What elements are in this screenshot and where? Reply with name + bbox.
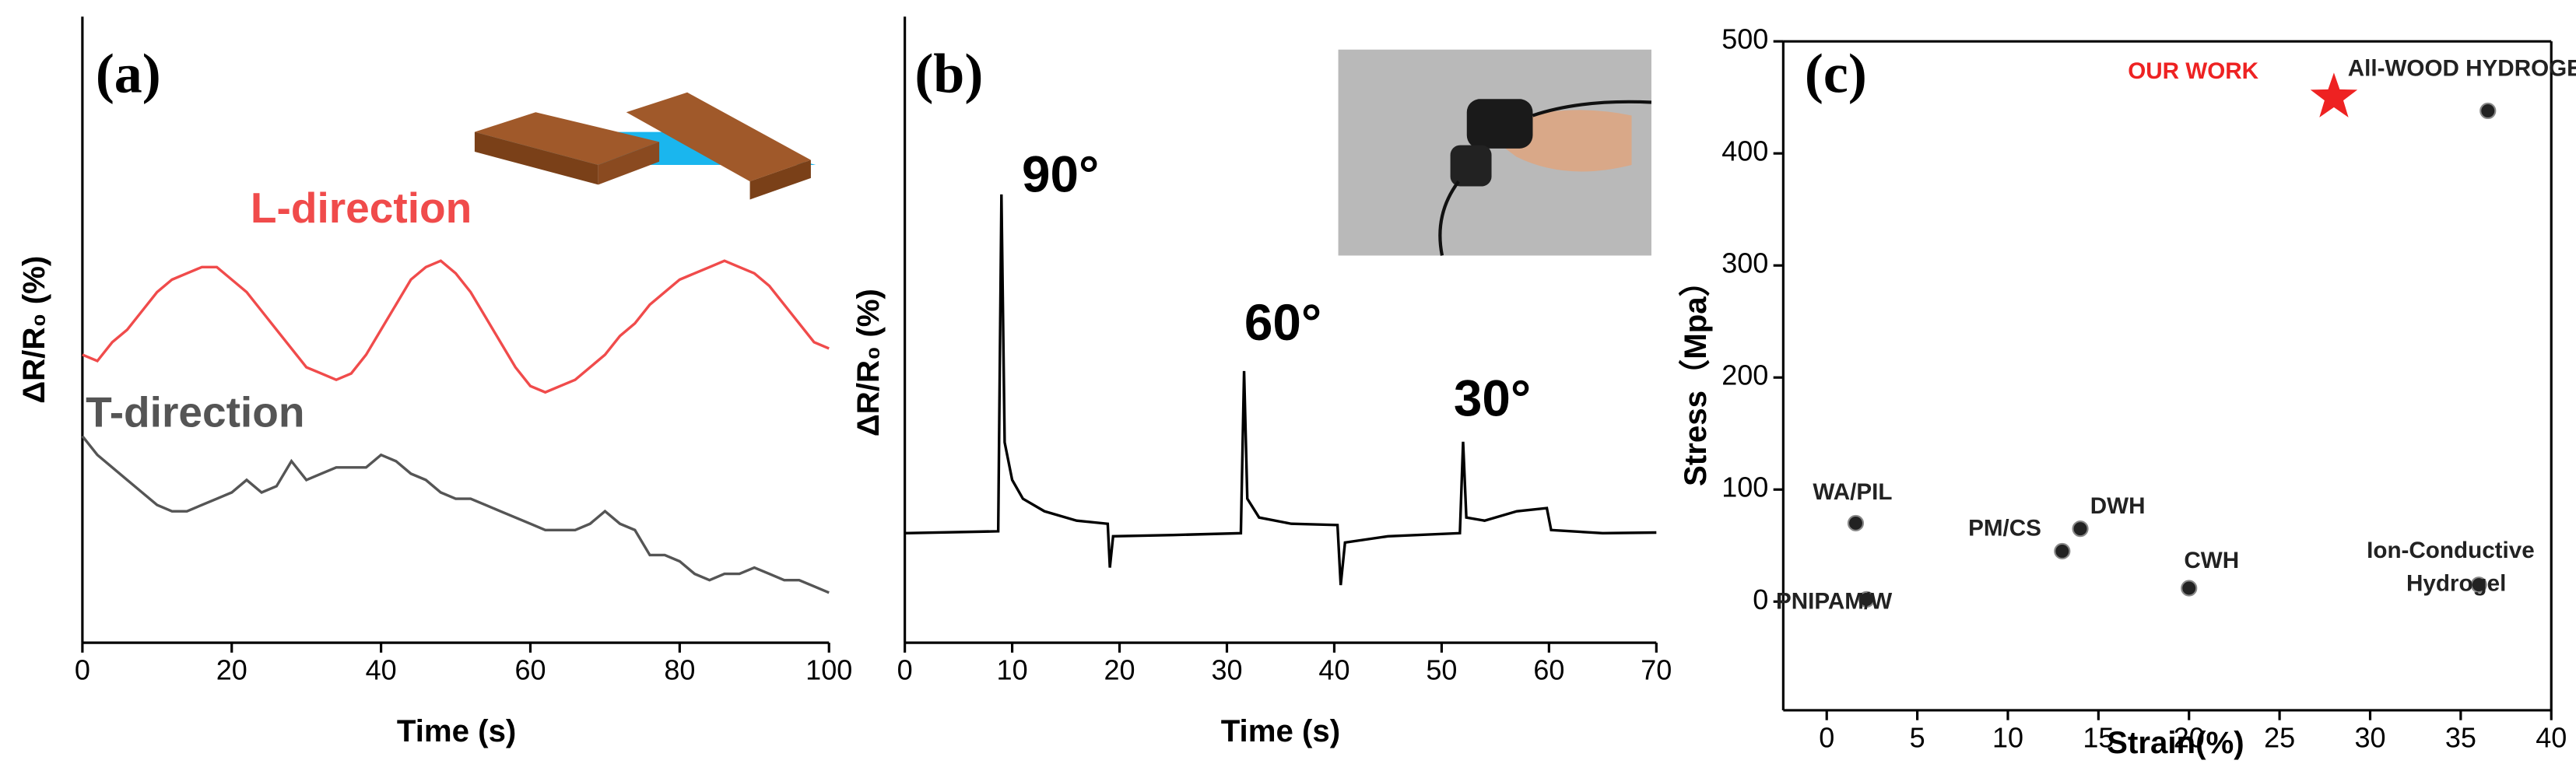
x-tick-label: 40	[1318, 654, 1349, 686]
series-line	[81, 435, 830, 594]
inset-photo	[1338, 49, 1652, 256]
x-tick-label: 15	[2083, 722, 2114, 754]
series-line	[904, 194, 1657, 586]
x-tick-label: 20	[2174, 722, 2205, 754]
annotation: 90°	[1022, 145, 1099, 202]
y-tick-label: 100	[1721, 471, 1768, 503]
y-tick-label: 200	[1721, 359, 1768, 391]
scatter-point	[2181, 580, 2198, 597]
panel-label: (a)	[96, 42, 161, 104]
x-tick-label: 70	[1641, 654, 1672, 686]
x-tick-label: 40	[2536, 722, 2567, 754]
inset-electrodes	[474, 92, 816, 200]
x-tick-label: 80	[664, 654, 695, 686]
x-tick-label: 0	[75, 654, 90, 686]
x-tick-label: 100	[805, 654, 852, 686]
annotation: 60°	[1244, 294, 1321, 351]
scatter-point	[2479, 102, 2497, 120]
series-line	[82, 259, 830, 394]
panel-label: (b)	[914, 42, 983, 104]
y-tick-label: 500	[1721, 23, 1768, 55]
point-label: DWH	[2090, 493, 2146, 519]
y-axis-label: ΔR/R₀ (%)	[16, 256, 51, 404]
x-tick-label: 0	[897, 654, 913, 686]
star-point	[2310, 72, 2358, 117]
x-tick-label: 20	[1104, 654, 1135, 686]
series-label: L-direction	[251, 184, 472, 232]
x-tick-label: 10	[1992, 722, 2023, 754]
scatter-point	[1847, 514, 1865, 532]
panel-label: (c)	[1805, 42, 1867, 104]
scatter-point	[1858, 591, 1876, 608]
x-tick-label: 0	[1819, 722, 1834, 754]
x-tick-label: 25	[2264, 722, 2295, 754]
point-label: CWH	[2184, 548, 2239, 573]
point-label: Hydrogel	[2406, 570, 2506, 596]
x-tick-label: 60	[1533, 654, 1564, 686]
point-label: OUR WORK	[2128, 58, 2258, 84]
scatter-point	[2072, 520, 2089, 538]
y-axis-label: ΔR/R₀ (%)	[851, 289, 886, 436]
x-tick-label: 5	[1910, 722, 1925, 754]
scatter-point	[2470, 576, 2487, 594]
y-tick-label: 400	[1721, 135, 1768, 167]
series-label: T-direction	[86, 387, 304, 436]
x-tick-label: 40	[366, 654, 397, 686]
point-label: PM/CS	[1968, 516, 2041, 541]
x-tick-label: 30	[2354, 722, 2385, 754]
x-tick-label: 20	[216, 654, 247, 686]
x-axis-label: Strain(%)	[2107, 725, 2244, 760]
x-tick-label: 60	[514, 654, 546, 686]
point-label: WA/PIL	[1813, 479, 1892, 505]
y-axis-label: Stress（Mpa）	[1678, 265, 1713, 486]
x-tick-label: 30	[1211, 654, 1242, 686]
point-label: Ion-Conductive	[2367, 538, 2535, 563]
x-axis-label: Time (s)	[1221, 713, 1340, 748]
x-axis-label: Time (s)	[397, 713, 516, 748]
y-tick-label: 0	[1753, 584, 1768, 615]
x-tick-label: 10	[997, 654, 1028, 686]
annotation: 30°	[1454, 370, 1531, 426]
point-label: All-WOOD HYDROGEL	[2348, 55, 2576, 81]
x-tick-label: 35	[2445, 722, 2476, 754]
x-tick-label: 50	[1426, 654, 1457, 686]
scatter-point	[2054, 542, 2071, 560]
y-tick-label: 300	[1721, 247, 1768, 279]
point-label: PNIPAM/W	[1776, 588, 1892, 614]
